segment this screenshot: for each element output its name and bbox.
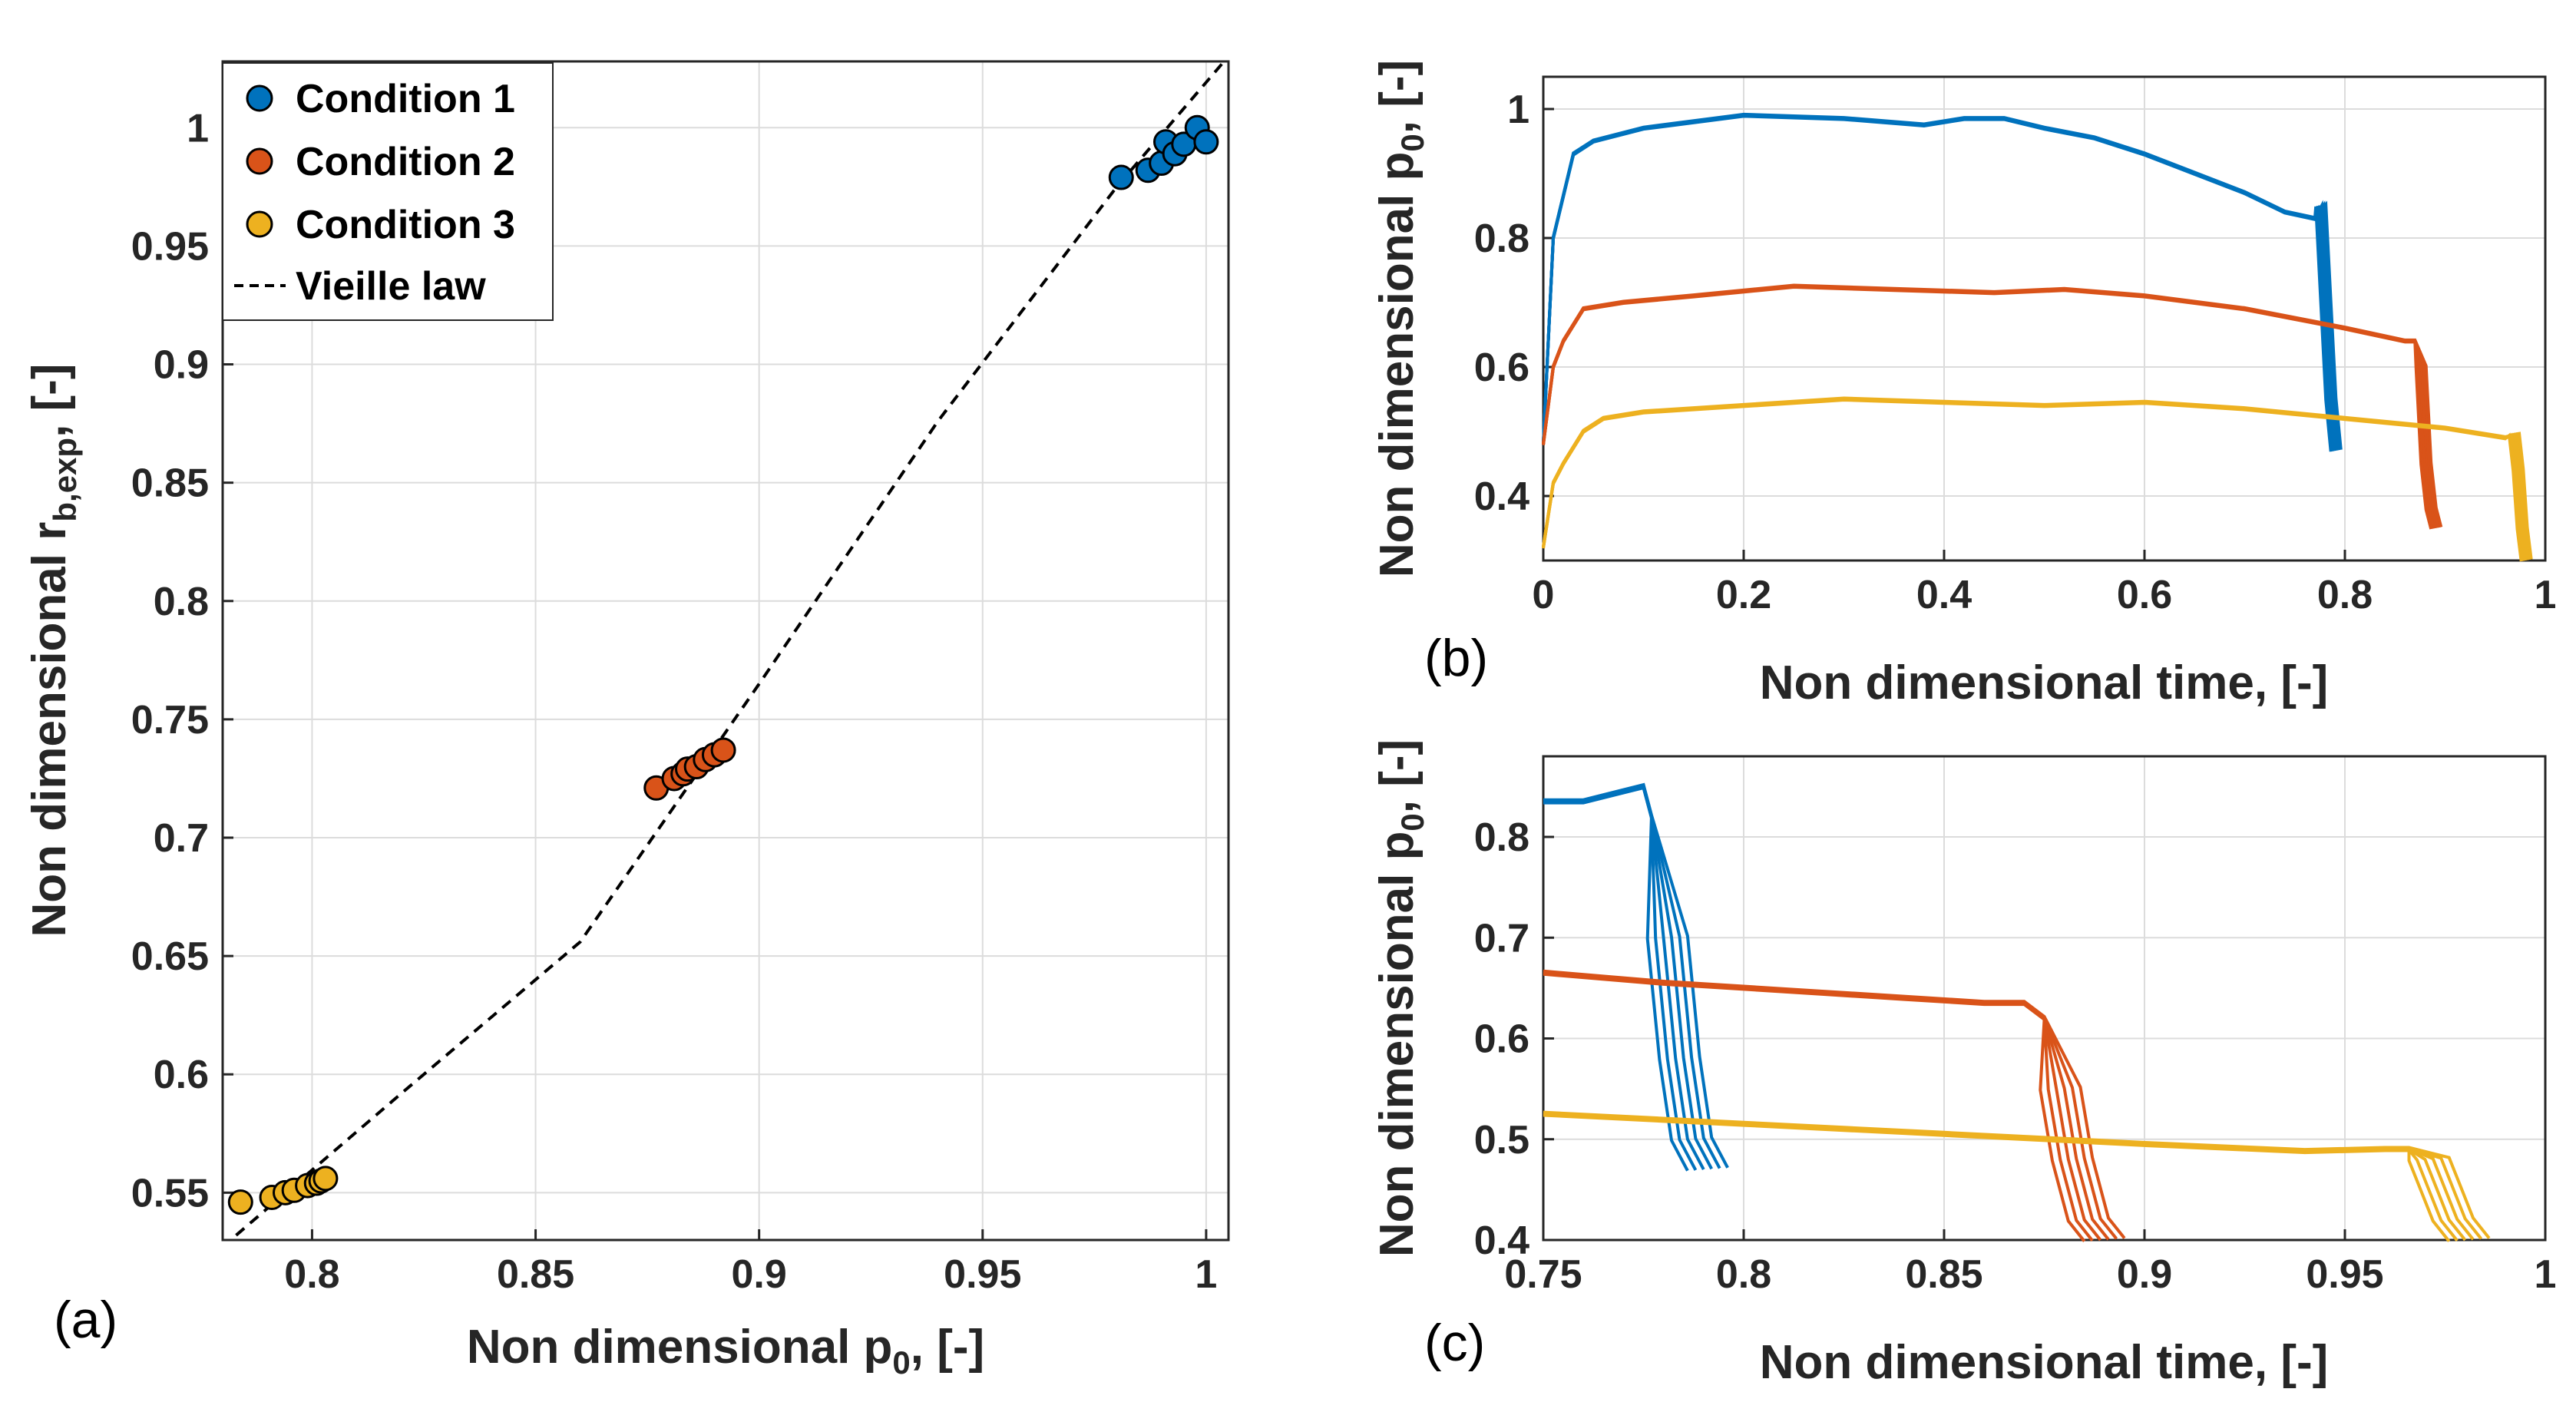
y-tick-label: 1 xyxy=(187,106,209,150)
pressure-trace-condition-2 xyxy=(1542,283,2443,527)
y-tick-label: 0.6 xyxy=(1474,346,1529,390)
y-tick-label: 0.6 xyxy=(1474,1017,1529,1062)
x-tick-label: 0.95 xyxy=(2306,1252,2383,1297)
y-tick-label: 0.8 xyxy=(1474,815,1529,860)
legend-marker-condition-3 xyxy=(246,210,273,238)
data-point-condition-2 xyxy=(710,737,736,763)
data-point-condition-3 xyxy=(312,1166,339,1192)
pressure-trace-condition-3 xyxy=(1543,1113,2459,1242)
x-tick-label: 1 xyxy=(2535,573,2557,617)
panel-label-a: (a) xyxy=(54,1291,117,1349)
x-tick-label: 0.9 xyxy=(732,1252,787,1297)
x-tick-label: 0.75 xyxy=(1504,1252,1582,1297)
pressure-trace-condition-3 xyxy=(1543,1112,2467,1242)
legend-label-vieille-law: Vieille law xyxy=(296,264,486,309)
pressure-trace-condition-2 xyxy=(1543,971,2102,1242)
x-axis-label-c: Non dimensional time, [-] xyxy=(1760,1336,2329,1389)
legend-label-condition-2: Condition 2 xyxy=(296,140,515,184)
y-axis-label-c: Non dimensional p0, [-] xyxy=(1371,739,1430,1257)
y-tick-label: 0.75 xyxy=(131,698,209,742)
legend-label-condition-1: Condition 1 xyxy=(296,77,515,121)
plot-frame-b xyxy=(1542,75,2547,562)
vieille-law-line xyxy=(235,60,1225,1237)
pressure-trace-condition-2 xyxy=(1543,970,2118,1240)
pressure-trace-condition-3 xyxy=(1542,396,2531,561)
pressure-trace-condition-3 xyxy=(1542,397,2529,561)
pressure-trace-condition-3 xyxy=(1542,398,2523,562)
legend-label-condition-3: Condition 3 xyxy=(296,203,515,247)
line-panel-c: 0.75 0.8 0.85 0.9 0.95 1 0.4 0.5 0.6 0.7 0.8 Non d… xyxy=(1371,739,2556,1389)
y-tick-label: 0.4 xyxy=(1474,475,1529,519)
x-tick-label: 0.85 xyxy=(1905,1252,1982,1297)
data-point-condition-1 xyxy=(1193,129,1219,155)
plot-frame-a xyxy=(221,60,1230,1242)
y-tick-label: 0.55 xyxy=(131,1171,209,1215)
y-tick-label: 0.4 xyxy=(1474,1219,1529,1263)
y-axis-label-b: Non dimensional p0, [-] xyxy=(1371,60,1430,577)
y-tick-label: 0.65 xyxy=(131,934,209,979)
legend-marker-condition-2 xyxy=(246,147,273,175)
pressure-trace-condition-2 xyxy=(1543,971,2110,1241)
pressure-trace-condition-1 xyxy=(1543,782,1729,1169)
legend-box xyxy=(222,62,554,321)
y-tick-label: 0.7 xyxy=(1474,916,1529,961)
pressure-trace-condition-2 xyxy=(1543,972,2094,1242)
data-point-condition-1 xyxy=(1108,164,1134,190)
pressure-trace-condition-3 xyxy=(1543,1111,2483,1240)
y-axis-label-a: Non dimensional rb,exp, [-] xyxy=(23,364,83,937)
legend-marker-condition-1 xyxy=(246,84,273,112)
x-tick-label: 0.8 xyxy=(284,1252,339,1297)
x-tick-label: 0.2 xyxy=(1716,573,1771,617)
x-tick-label: 0.85 xyxy=(497,1252,574,1297)
line-panel-b: 0 0.2 0.4 0.6 0.8 1 0.4 0.6 0.8 1 Non dimensional… xyxy=(1371,60,2556,709)
y-tick-label: 0.6 xyxy=(154,1053,209,1097)
y-tick-label: 0.8 xyxy=(154,580,209,624)
x-tick-label: 0.8 xyxy=(2317,573,2373,617)
panel-label-b: (b) xyxy=(1424,629,1488,687)
data-point-condition-3 xyxy=(227,1189,253,1215)
x-axis-label-b: Non dimensional time, [-] xyxy=(1760,656,2329,709)
x-tick-label: 0.8 xyxy=(1716,1252,1771,1297)
x-tick-label: 1 xyxy=(2535,1252,2557,1297)
plot-frame-c xyxy=(1542,755,2547,1242)
x-tick-label: 0 xyxy=(1533,573,1555,617)
y-tick-label: 0.85 xyxy=(131,461,209,506)
x-tick-label: 0.4 xyxy=(1916,573,1972,617)
pressure-trace-condition-2 xyxy=(1543,969,2126,1239)
x-axis-label-a: Non dimensional p0, [-] xyxy=(467,1321,984,1381)
x-tick-label: 1 xyxy=(1195,1252,1217,1297)
y-tick-label: 0.7 xyxy=(154,816,209,861)
pressure-trace-condition-1 xyxy=(1542,112,2343,450)
scatter-panel-a: 0.8 0.85 0.9 0.95 1 0.55 0.6 0.65 0.7 0.75 0.8 0.85… xyxy=(23,60,1230,1381)
y-tick-label: 1 xyxy=(1507,88,1529,132)
x-tick-label: 0.6 xyxy=(2117,573,2172,617)
y-tick-label: 0.8 xyxy=(1474,217,1529,261)
pressure-trace-condition-3 xyxy=(1543,1112,2475,1241)
y-tick-label: 0.9 xyxy=(154,343,209,388)
legend: Condition 1 Condition 2 Condition 3 Viei… xyxy=(222,62,554,321)
pressure-trace-condition-2 xyxy=(1543,972,2086,1242)
x-tick-label: 0.9 xyxy=(2117,1252,2172,1297)
x-tick-label: 0.95 xyxy=(944,1252,1021,1297)
panel-label-c: (c) xyxy=(1424,1314,1485,1372)
y-tick-label: 0.5 xyxy=(1474,1118,1529,1162)
y-tick-label: 0.95 xyxy=(131,224,209,269)
pressure-trace-condition-3 xyxy=(1543,1110,2491,1239)
pressure-trace-condition-3 xyxy=(1542,396,2533,560)
